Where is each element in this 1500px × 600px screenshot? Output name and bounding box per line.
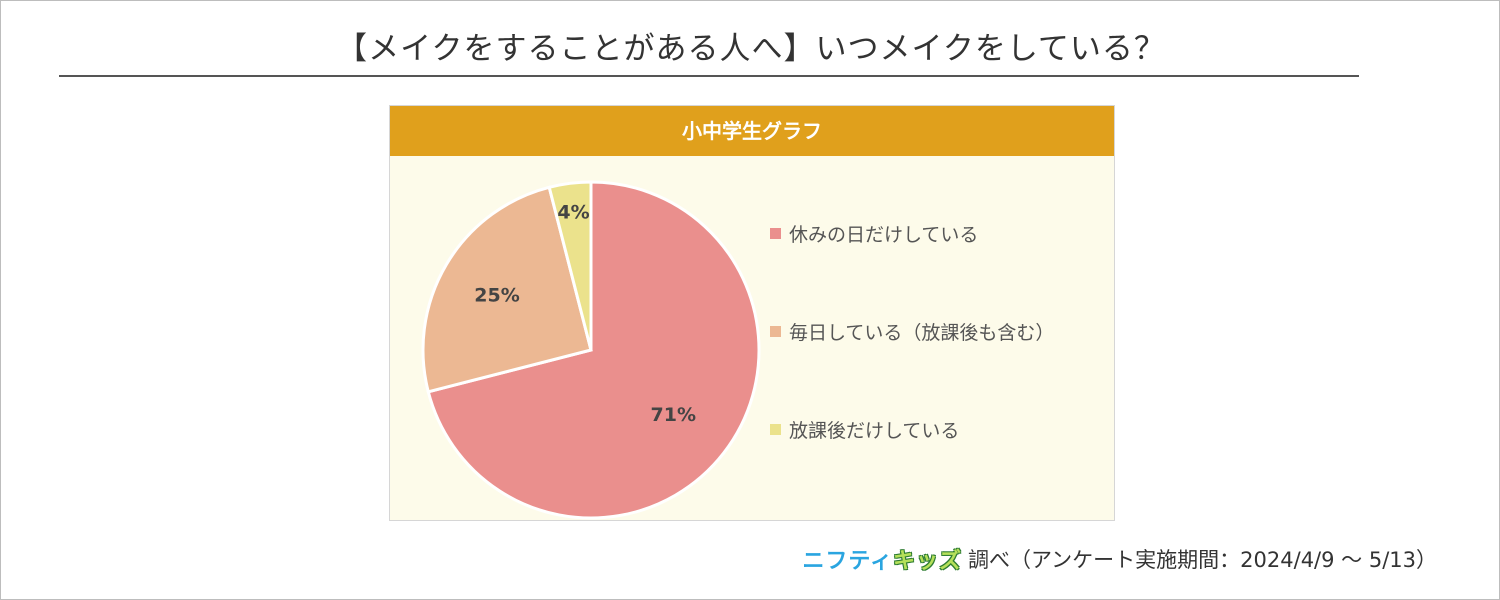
pie-slice-after-school <box>547 180 593 351</box>
legend-label-after-school: 放課後だけしている <box>789 419 960 442</box>
slice-label-after-school: 4% <box>557 202 589 224</box>
legend-label-holiday: 休みの日だけしている <box>789 223 979 246</box>
brand-logo: ニフティキッズ <box>802 543 962 575</box>
pie-chart: 71% 25% 4% <box>421 180 761 520</box>
page-title: 【メイクをすることがある人へ】いつメイクをしている？ <box>336 31 1166 67</box>
legend-swatch-daily <box>770 325 781 337</box>
survey-period-note: 調べ（アンケート実施期間：2024/4/9 ～ 5/13） <box>968 548 1437 572</box>
legend-item-daily: 毎日している（放課後も含む） <box>770 316 1054 346</box>
legend-swatch-holiday <box>770 227 781 239</box>
chart-panel: 小中学生グラフ 71% 25% 4% 休みの日だけしている 毎日している（放課後も含… <box>389 105 1115 521</box>
pie-slice-daily <box>421 185 593 394</box>
title-divider <box>59 75 1359 77</box>
legend-swatch-after-school <box>770 423 781 435</box>
slice-label-holiday: 71% <box>651 404 696 426</box>
slice-label-daily: 25% <box>474 284 519 306</box>
legend-item-holiday: 休みの日だけしている <box>770 218 978 248</box>
chart-header-bar <box>390 106 1114 156</box>
chart-title: 小中学生グラフ <box>682 119 822 143</box>
legend-label-daily: 毎日している（放課後も含む） <box>789 321 1055 344</box>
pie-slice-holiday <box>426 180 761 520</box>
brand-logo-part2: キッズ <box>893 549 963 574</box>
brand-logo-part1: ニフティ <box>802 549 893 574</box>
footer-credit: ニフティキッズ 調べ（アンケート実施期間：2024/4/9 ～ 5/13） <box>802 541 1437 577</box>
legend-item-after-school: 放課後だけしている <box>770 414 959 444</box>
